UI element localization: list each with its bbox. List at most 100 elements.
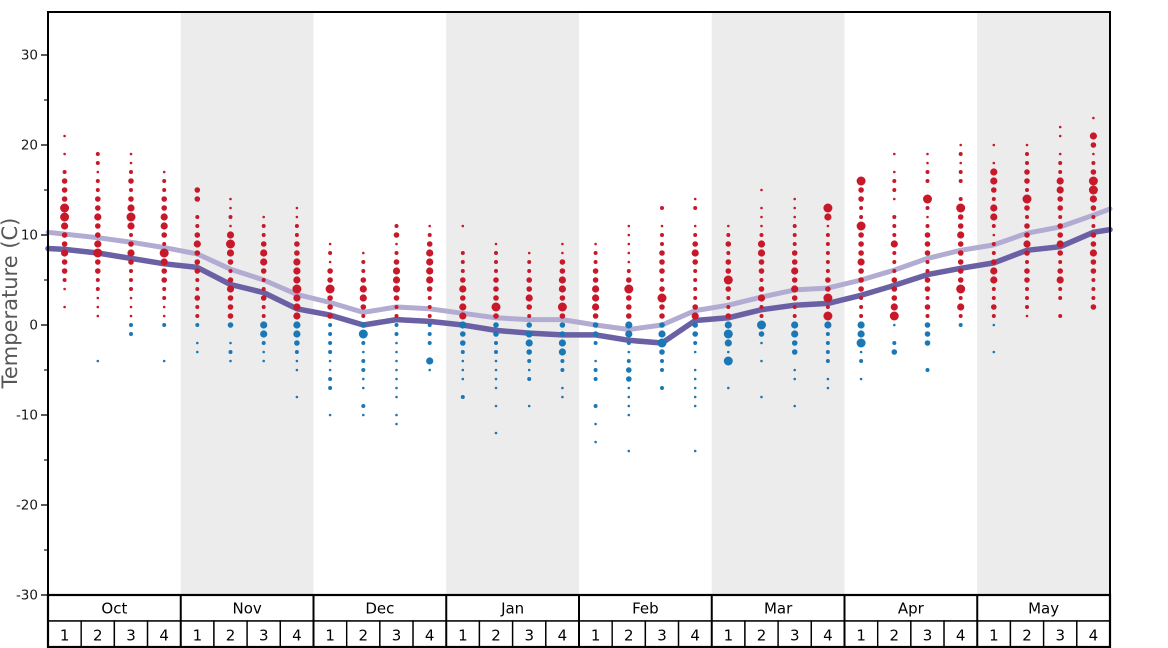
freezing-temp-dot xyxy=(229,359,232,363)
freezing-temp-dot xyxy=(428,368,432,372)
warm-temp-dot xyxy=(227,295,234,301)
warm-temp-dot xyxy=(393,232,400,238)
warm-temp-dot xyxy=(293,303,301,311)
warm-temp-dot xyxy=(227,259,234,265)
warm-temp-dot xyxy=(825,251,830,255)
week-number-label: 3 xyxy=(392,627,402,645)
warm-temp-dot xyxy=(63,287,66,291)
warm-temp-dot xyxy=(427,314,432,318)
warm-temp-dot xyxy=(161,205,167,211)
warm-temp-dot xyxy=(858,250,864,256)
warm-temp-dot xyxy=(792,242,797,246)
freezing-temp-dot xyxy=(793,377,796,381)
warm-temp-dot xyxy=(527,251,531,255)
warm-temp-dot xyxy=(127,249,135,257)
freezing-temp-dot xyxy=(825,359,830,363)
freezing-temp-dot xyxy=(527,377,532,381)
freezing-temp-dot xyxy=(657,338,667,348)
warm-temp-dot xyxy=(392,276,401,284)
warm-temp-dot xyxy=(1092,116,1095,120)
warm-temp-dot xyxy=(856,221,866,231)
warm-temp-dot xyxy=(825,286,831,292)
freezing-temp-dot xyxy=(559,322,566,328)
freezing-temp-dot xyxy=(593,377,598,381)
warm-temp-dot xyxy=(723,275,733,285)
warm-temp-dot xyxy=(261,233,266,237)
warm-temp-dot xyxy=(925,170,930,174)
warm-temp-dot xyxy=(129,287,133,291)
freezing-temp-dot xyxy=(760,395,763,399)
warm-temp-dot xyxy=(427,296,432,300)
freezing-temp-dot xyxy=(196,341,199,345)
warm-temp-dot xyxy=(228,215,233,219)
freezing-temp-dot xyxy=(627,350,631,354)
warm-temp-dot xyxy=(592,268,599,274)
warm-temp-dot xyxy=(494,269,498,273)
freezing-temp-dot xyxy=(494,431,498,435)
week-cell xyxy=(478,620,514,648)
week-number-label: 3 xyxy=(790,627,800,645)
freezing-temp-dot xyxy=(262,359,266,363)
warm-temp-dot xyxy=(1090,169,1097,175)
freezing-temp-dot xyxy=(361,368,366,372)
warm-temp-dot xyxy=(957,223,964,229)
warm-temp-dot xyxy=(991,251,996,255)
week-number-label: 3 xyxy=(1055,627,1065,645)
freezing-temp-dot xyxy=(527,368,531,372)
warm-temp-dot xyxy=(61,187,68,193)
warm-temp-dot xyxy=(1088,185,1098,195)
warm-temp-dot xyxy=(760,188,763,192)
freezing-temp-dot xyxy=(461,368,465,372)
warm-temp-dot xyxy=(262,215,266,219)
freezing-temp-dot xyxy=(760,341,763,345)
warm-temp-dot xyxy=(226,239,235,249)
warm-temp-dot xyxy=(95,161,100,165)
warm-temp-dot xyxy=(1058,170,1063,174)
warm-temp-dot xyxy=(793,206,796,210)
warm-temp-dot xyxy=(162,314,166,318)
freezing-temp-dot xyxy=(494,404,498,408)
warm-temp-dot xyxy=(195,305,200,309)
warm-temp-dot xyxy=(194,259,201,265)
warm-temp-dot xyxy=(990,213,998,221)
y-tick-label: -20 xyxy=(16,498,38,514)
warm-temp-dot xyxy=(660,206,664,210)
freezing-temp-dot xyxy=(162,323,167,327)
warm-temp-dot xyxy=(859,296,864,300)
freezing-temp-dot xyxy=(558,339,567,347)
warm-temp-dot xyxy=(160,222,168,230)
week-cell xyxy=(777,620,813,648)
freezing-temp-dot xyxy=(427,332,432,336)
freezing-temp-dot xyxy=(527,359,532,363)
warm-temp-dot xyxy=(558,276,567,284)
freezing-temp-dot xyxy=(460,331,466,337)
warm-temp-dot xyxy=(426,276,434,284)
freezing-temp-dot xyxy=(958,323,963,327)
warm-temp-dot xyxy=(758,268,765,274)
warm-temp-dot xyxy=(493,286,499,292)
month-label-oct: Oct xyxy=(101,600,127,618)
warm-temp-dot xyxy=(129,161,133,165)
month-band-may xyxy=(977,12,1110,595)
freezing-temp-dot xyxy=(594,440,597,444)
month-band-nov xyxy=(180,12,314,595)
warm-temp-dot xyxy=(393,259,400,265)
freezing-temp-dot xyxy=(526,349,532,355)
warm-temp-dot xyxy=(293,267,301,275)
week-number-label: 3 xyxy=(259,627,269,645)
warm-temp-dot xyxy=(693,287,698,291)
warm-temp-dot xyxy=(693,296,698,300)
warm-temp-dot xyxy=(991,197,996,201)
warm-temp-dot xyxy=(294,241,300,247)
warm-temp-dot xyxy=(493,277,499,283)
freezing-temp-dot xyxy=(559,331,566,337)
freezing-temp-dot xyxy=(627,404,631,408)
warm-temp-dot xyxy=(129,269,133,273)
warm-temp-dot xyxy=(657,293,667,303)
freezing-temp-dot xyxy=(328,368,332,372)
warm-temp-dot xyxy=(1025,305,1029,309)
freezing-temp-dot xyxy=(757,320,766,330)
warm-temp-dot xyxy=(194,268,201,274)
warm-temp-dot xyxy=(1091,287,1096,291)
freezing-temp-dot xyxy=(659,322,665,328)
